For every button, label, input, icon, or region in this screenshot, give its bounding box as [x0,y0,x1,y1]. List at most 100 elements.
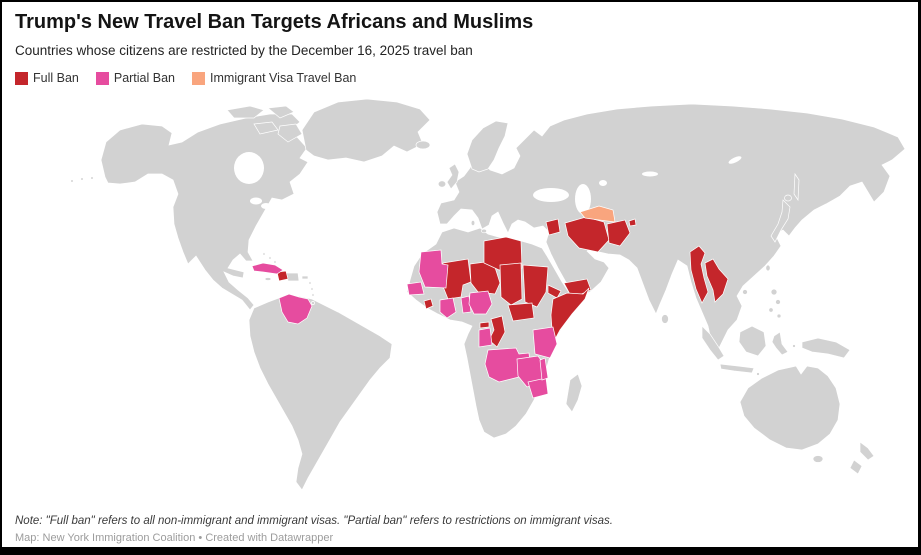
land-great-britain [446,163,460,190]
legend-swatch-full-ban-icon [15,71,28,85]
land-arctic-island [267,105,295,119]
land-arctic-island [226,105,265,119]
region-venezuela[interactable] [278,293,313,325]
region-tajikistan[interactable] [628,218,637,227]
land-scandinavia [466,120,509,173]
region-myanmar[interactable] [689,245,709,304]
region-nigeria[interactable] [468,290,493,315]
region-sudan[interactable] [522,264,549,308]
header: Trump's New Travel Ban Targets Africans … [15,10,905,85]
world-map [70,98,906,491]
region-gabon[interactable] [478,327,493,348]
land-tasmania [812,455,824,463]
lake-balkhash [642,171,658,177]
land-dominican-republic [285,272,300,282]
land-hainan [742,289,748,295]
aral-sea [599,180,607,186]
legend-item-full-ban: Full Ban [15,71,79,85]
region-cote-divoire[interactable] [439,297,457,319]
region-libya[interactable] [483,236,523,271]
land-iceland [415,140,431,150]
land-sakhalin [793,172,800,202]
region-togo-benin[interactable] [460,295,472,314]
region-equatorial-guinea[interactable] [479,321,490,329]
region-cuba[interactable] [251,262,284,275]
legend-item-immigrant-visa-ban: Immigrant Visa Travel Ban [192,71,356,85]
land-jamaica [264,277,272,281]
land-puerto-rico [301,275,309,280]
land-bahamas [268,256,272,260]
land-arctic-island [253,121,279,135]
legend-swatch-immigrant-visa-ban-icon [192,71,206,85]
great-lakes [250,197,262,205]
legend-swatch-partial-ban-icon [95,71,109,85]
region-sierra-leone[interactable] [423,298,434,310]
legend-label-partial-ban: Partial Ban [113,71,176,85]
page-title: Trump's New Travel Ban Targets Africans … [15,11,534,33]
region-tanzania[interactable] [532,326,558,359]
land-moluccas [792,344,796,348]
lake-baikal [728,156,742,164]
region-malawi[interactable] [539,357,549,381]
region-laos[interactable] [704,258,729,303]
land-aleutian [90,176,94,180]
land-north-america [100,113,309,311]
land-lesser-antilles [308,281,312,285]
map-note: Note: "Full ban" refers to all non-immig… [15,515,613,527]
region-chad[interactable] [499,262,523,306]
land-new-zealand-north [859,441,875,461]
land-aleutian [80,177,84,181]
map-credit: Map: New York Immigration Coalition • Cr… [15,532,334,544]
region-syria[interactable] [545,218,561,236]
land-sulawesi [771,331,789,356]
legend-label-full-ban: Full Ban [33,71,79,85]
legend: Full Ban Partial Ban Immigrant Visa Trav… [15,71,905,85]
land-bahamas [273,260,277,264]
land-new-zealand-south [849,459,863,475]
great-lakes [261,203,271,209]
region-turkmenistan[interactable] [579,205,616,223]
land-philippines [768,307,774,313]
land-hokkaido [784,194,792,202]
land-sri-lanka [661,314,669,324]
region-zimbabwe[interactable] [527,377,549,399]
land-bahamas [262,252,266,256]
land-taiwan [765,264,771,272]
land-philippines [770,288,778,296]
land-eurasia [436,103,906,353]
black-sea [533,188,569,202]
hudson-bay [234,152,264,184]
land-borneo [738,325,767,357]
land-new-guinea [801,337,851,359]
region-mauritania[interactable] [418,249,449,289]
region-haiti[interactable] [276,270,289,282]
ban-regions [251,205,729,399]
region-south-sudan[interactable] [507,302,535,322]
inland-waters [234,152,742,214]
land-madagascar [565,373,583,413]
land-baffin-island [277,123,303,143]
land-sumatra [701,325,725,361]
land-philippines [776,313,782,319]
legend-label-immigrant-visa-ban: Immigrant Visa Travel Ban [210,71,357,85]
land-japan [770,199,791,243]
region-afghanistan[interactable] [606,219,631,247]
legend-item-partial-ban: Partial Ban [95,71,176,85]
land-aleutian [70,179,74,183]
land-sicily [481,228,487,234]
land-greenland [301,98,431,163]
land-south-america [248,295,393,491]
land-ireland [437,180,447,188]
subtitle: Countries whose citizens are restricted … [15,43,473,58]
region-senegal[interactable] [406,281,425,296]
footer: Note: "Full ban" refers to all non-immig… [15,515,905,544]
land-lesser-antilles [311,293,315,297]
caspian-sea [575,184,591,214]
land-philippines [775,299,781,305]
region-republic-of-congo[interactable] [488,315,506,348]
land-lesser-sunda [756,372,760,376]
land-java [719,363,755,374]
land-lesser-antilles [310,287,314,291]
land-trinidad [311,301,315,305]
